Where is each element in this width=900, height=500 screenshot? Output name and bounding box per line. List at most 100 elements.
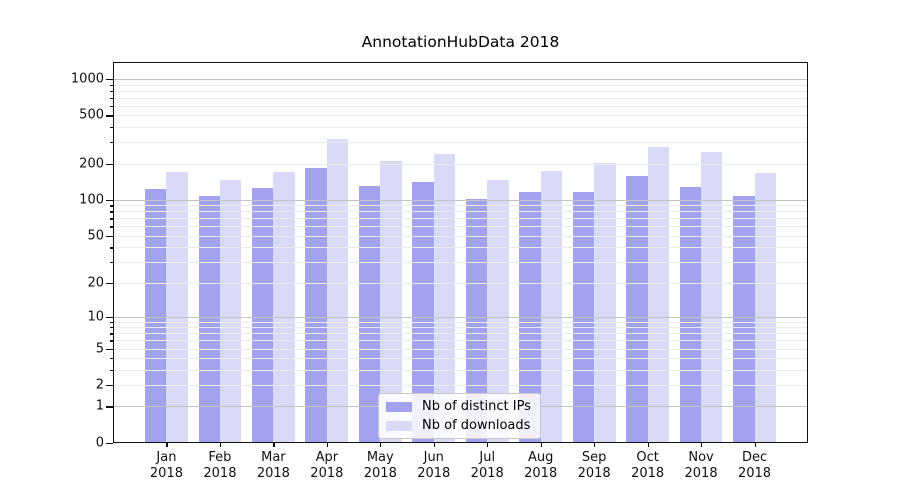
gridline-minor-5	[113, 348, 808, 350]
y-tick-label-0: 0	[95, 435, 104, 451]
y-minor-tick-mark-3	[109, 369, 113, 372]
gridline-minor-7	[113, 333, 808, 335]
x-tick-mark-jul	[487, 443, 489, 447]
y-tick-mark-1000	[106, 79, 113, 81]
x-tick-mark-oct	[647, 443, 649, 447]
bar-downloads-dec	[754, 173, 776, 443]
bar-downloads-mar	[273, 171, 295, 443]
bar-downloads-sep	[594, 163, 616, 443]
bar-downloads-oct	[647, 147, 669, 443]
gridline-minor-40	[113, 247, 808, 249]
x-tick-label-oct: Oct 2018	[631, 450, 665, 482]
y-minor-tick-mark-50	[109, 235, 113, 238]
gridline-minor-90	[113, 205, 808, 207]
bar-distinct-ips-jul	[465, 198, 488, 443]
bar-downloads-aug	[540, 170, 563, 443]
bar-distinct-ips-dec	[733, 196, 755, 443]
legend-label-downloads: Nb of downloads	[422, 418, 531, 433]
y-tick-mark-100	[106, 199, 113, 202]
plot-area	[113, 62, 808, 443]
x-tick-label-jan: Jan 2018	[149, 450, 183, 482]
x-tick-mark-mar	[273, 443, 275, 447]
x-tick-label-aug: Aug 2018	[524, 450, 558, 482]
gridline-minor-200	[113, 163, 808, 165]
x-tick-label-may: May 2018	[363, 450, 397, 482]
gridline-minor-70	[113, 218, 808, 220]
x-tick-label-dec: Dec 2018	[737, 450, 772, 482]
gridline-major-10	[113, 316, 808, 318]
gridline-minor-80	[113, 211, 808, 213]
legend-label-distinct-ips: Nb of distinct IPs	[422, 399, 531, 414]
y-minor-tick-mark-500	[109, 115, 113, 117]
gridline-minor-600	[113, 105, 808, 107]
gridline-minor-20	[113, 282, 808, 284]
x-tick-mark-dec	[754, 443, 756, 447]
y-minor-tick-mark-9	[109, 321, 113, 323]
x-tick-label-mar: Mar 2018	[256, 450, 290, 482]
gridline-minor-400	[113, 127, 808, 129]
bar-distinct-ips-apr	[305, 167, 327, 443]
y-tick-label-500: 500	[79, 107, 104, 123]
y-minor-tick-mark-4	[109, 358, 113, 360]
y-minor-tick-mark-7	[109, 333, 113, 335]
y-minor-tick-mark-800	[109, 90, 113, 92]
y-minor-tick-mark-5	[109, 348, 113, 350]
legend: Nb of distinct IPs Nb of downloads	[378, 393, 541, 439]
gridline-minor-60	[113, 226, 808, 228]
y-minor-tick-mark-30	[109, 262, 113, 264]
x-tick-mark-jan	[166, 443, 168, 447]
x-tick-mark-feb	[219, 443, 222, 447]
gridline-minor-3	[113, 369, 808, 371]
y-minor-tick-mark-90	[109, 205, 113, 207]
gridline-minor-8	[113, 327, 808, 329]
y-tick-label-2: 2	[95, 377, 104, 393]
bar-downloads-jul	[487, 179, 509, 443]
gridline-minor-6	[113, 340, 808, 342]
y-minor-tick-mark-600	[109, 105, 113, 108]
chart-title: AnnotationHubData 2018	[361, 33, 560, 51]
x-tick-label-apr: Apr 2018	[310, 450, 344, 482]
x-tick-mark-jun	[433, 443, 435, 447]
bar-distinct-ips-oct	[626, 175, 648, 443]
gridline-major-1000	[113, 79, 808, 80]
y-minor-tick-mark-300	[109, 142, 113, 144]
legend-item-downloads: Nb of downloads	[386, 418, 531, 433]
gridline-minor-50	[113, 235, 808, 237]
gridline-minor-500	[113, 115, 808, 117]
bar-distinct-ips-nov	[679, 186, 702, 443]
x-tick-mark-nov	[701, 443, 703, 447]
y-tick-label-50: 50	[87, 228, 104, 244]
y-tick-label-10: 10	[87, 309, 104, 325]
y-minor-tick-mark-400	[109, 127, 113, 129]
y-tick-mark-1	[106, 406, 113, 408]
y-minor-tick-mark-20	[109, 282, 113, 284]
y-tick-label-100: 100	[79, 192, 104, 208]
x-tick-mark-sep	[594, 443, 596, 447]
bar-distinct-ips-feb	[198, 196, 220, 443]
y-tick-label-20: 20	[87, 275, 104, 291]
bar-distinct-ips-jan	[145, 189, 167, 443]
y-axis-labels: 0 1 2 5 10 20 50 100 200 500 1000	[0, 62, 104, 451]
y-tick-label-1000: 1000	[70, 71, 104, 87]
gridline-minor-30	[113, 262, 808, 264]
y-tick-mark-10	[106, 316, 113, 318]
x-tick-mark-apr	[326, 443, 329, 447]
y-minor-tick-mark-80	[109, 211, 113, 213]
y-minor-tick-mark-200	[109, 163, 113, 165]
y-minor-tick-mark-8	[109, 327, 113, 329]
x-tick-label-jul: Jul 2018	[470, 450, 504, 482]
bar-downloads-nov	[701, 151, 723, 443]
y-minor-tick-mark-6	[109, 340, 113, 342]
legend-swatch-distinct-ips	[386, 401, 412, 412]
gridline-minor-900	[113, 84, 808, 86]
y-minor-tick-mark-40	[109, 247, 113, 249]
x-tick-mark-aug	[540, 443, 542, 447]
y-tick-label-200: 200	[79, 156, 104, 172]
y-tick-label-5: 5	[95, 341, 104, 357]
y-minor-tick-mark-70	[109, 218, 113, 220]
x-tick-label-nov: Nov 2018	[684, 450, 718, 482]
y-minor-tick-mark-2	[109, 385, 113, 387]
bar-downloads-may	[380, 160, 402, 443]
y-tick-mark-0	[106, 443, 113, 445]
